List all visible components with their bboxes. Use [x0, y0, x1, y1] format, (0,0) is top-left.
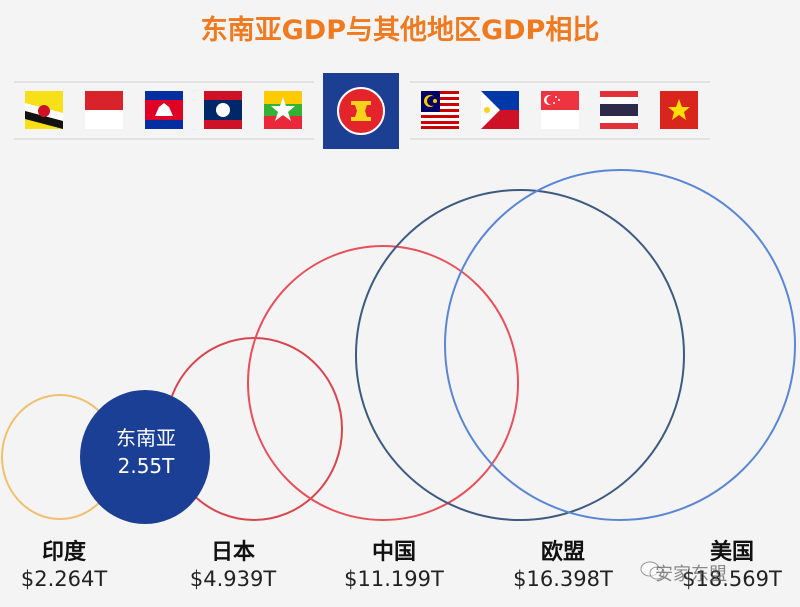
myanmar-flag-icon — [264, 91, 302, 129]
bubble-southeast-asia — [80, 390, 210, 524]
philippines-flag-icon — [481, 91, 519, 129]
region-label-eu: 欧盟 $16.398T — [513, 540, 613, 591]
bubble-china — [247, 245, 519, 521]
divider — [410, 138, 710, 140]
divider — [14, 138, 314, 140]
region-label-china: 中国 $11.199T — [344, 540, 444, 591]
indonesia-flag-icon — [85, 91, 123, 129]
highlight-name: 东南亚 — [116, 426, 176, 450]
divider — [14, 81, 314, 83]
highlight-value: 2.55T — [117, 454, 175, 478]
divider — [410, 81, 710, 83]
southeast-asia-label: 东南亚 2.55T — [86, 424, 206, 480]
region-label-india: 印度 $2.264T — [20, 540, 108, 591]
singapore-flag-icon — [541, 91, 579, 129]
laos-flag-icon — [204, 91, 242, 129]
region-label-japan: 日本 $4.939T — [189, 540, 277, 591]
region-label-usa: 美国 $18.569T — [682, 540, 782, 591]
brunei-flag-icon — [25, 91, 63, 129]
malaysia-flag-icon — [421, 91, 459, 129]
bubble-usa — [444, 169, 796, 521]
watermark-text: 安家东盟 — [655, 564, 727, 585]
vietnam-flag-icon — [660, 91, 698, 129]
wechat-icon — [640, 561, 665, 580]
chart-title: 东南亚GDP与其他地区GDP相比 — [200, 15, 600, 46]
bubble-eu — [355, 189, 685, 521]
flag-band — [0, 73, 800, 149]
thailand-flag-icon — [600, 91, 638, 129]
asean-emblem-icon — [323, 73, 399, 149]
cambodia-flag-icon — [145, 91, 183, 129]
